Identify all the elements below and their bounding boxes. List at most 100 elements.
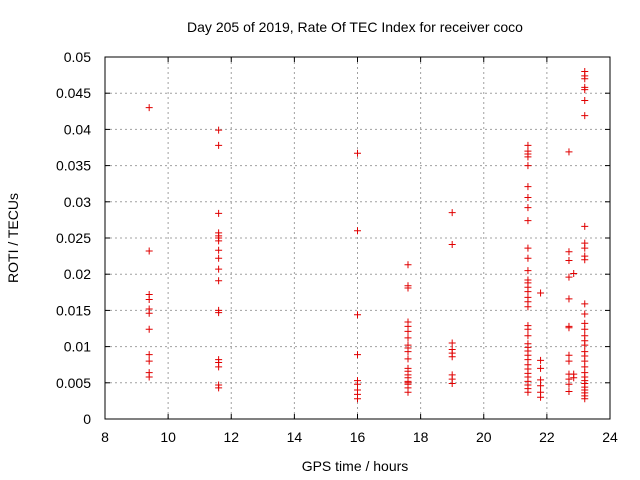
data-point bbox=[404, 334, 412, 342]
data-point bbox=[524, 332, 532, 340]
data-point bbox=[581, 395, 589, 403]
data-point bbox=[354, 227, 361, 235]
data-point bbox=[448, 380, 456, 388]
data-point bbox=[354, 149, 361, 157]
data-point bbox=[581, 222, 589, 230]
axis-ticks: 8 10 12 14 16 18 20 22 24 0 0.005 0.01 0.015 0.02 0.02… bbox=[56, 49, 618, 445]
data-point bbox=[524, 303, 532, 311]
data-point bbox=[215, 141, 223, 149]
data-point bbox=[524, 388, 532, 396]
x-axis-label: GPS time / hours bbox=[302, 458, 409, 474]
x-tick-label: 10 bbox=[160, 429, 176, 445]
y-tick-label: 0.03 bbox=[64, 194, 91, 210]
data-point bbox=[524, 193, 532, 201]
data-point bbox=[404, 388, 412, 396]
x-tick-label: 16 bbox=[350, 429, 366, 445]
data-point bbox=[581, 112, 589, 120]
data-point bbox=[404, 261, 412, 269]
y-tick-label: 0.025 bbox=[56, 230, 91, 246]
data-point bbox=[524, 244, 532, 252]
y-tick-label: 0.04 bbox=[64, 121, 91, 137]
data-point bbox=[537, 364, 545, 372]
data-point bbox=[581, 244, 589, 252]
data-point bbox=[581, 256, 589, 264]
data-point bbox=[524, 217, 532, 225]
data-point bbox=[524, 254, 532, 262]
data-point bbox=[145, 373, 153, 381]
data-point bbox=[404, 327, 412, 335]
data-point bbox=[537, 356, 545, 364]
data-point bbox=[448, 353, 456, 361]
data-point bbox=[524, 325, 532, 333]
data-point bbox=[145, 296, 153, 304]
x-tick-label: 18 bbox=[413, 429, 429, 445]
data-point bbox=[581, 86, 589, 94]
data-point bbox=[537, 393, 545, 401]
data-point bbox=[581, 310, 589, 318]
data-point bbox=[524, 162, 532, 170]
data-points bbox=[145, 67, 589, 403]
x-tick-label: 22 bbox=[539, 429, 555, 445]
y-tick-label: 0.01 bbox=[64, 339, 91, 355]
x-tick-label: 20 bbox=[476, 429, 492, 445]
data-point bbox=[448, 209, 456, 217]
data-point bbox=[537, 289, 545, 297]
data-point bbox=[215, 363, 223, 371]
data-point bbox=[215, 237, 223, 245]
data-point bbox=[565, 273, 573, 281]
y-tick-label: 0.045 bbox=[56, 85, 91, 101]
data-point bbox=[145, 247, 153, 255]
data-point bbox=[565, 324, 573, 332]
data-point bbox=[565, 295, 573, 303]
grid-lines bbox=[105, 57, 610, 419]
data-point bbox=[215, 309, 223, 317]
y-tick-label: 0.02 bbox=[64, 266, 91, 282]
data-point bbox=[215, 265, 223, 273]
data-point bbox=[581, 75, 589, 83]
data-point bbox=[354, 395, 361, 403]
data-point bbox=[581, 325, 589, 333]
data-point bbox=[565, 357, 573, 365]
data-point bbox=[581, 341, 589, 349]
data-point bbox=[215, 209, 223, 217]
y-tick-label: 0.005 bbox=[56, 375, 91, 391]
data-point bbox=[524, 204, 532, 212]
data-point bbox=[565, 380, 573, 388]
data-point bbox=[570, 269, 578, 277]
data-point bbox=[145, 104, 153, 112]
data-point bbox=[404, 284, 412, 292]
data-point bbox=[581, 96, 589, 104]
y-tick-label: 0.015 bbox=[56, 302, 91, 318]
y-tick-label: 0.035 bbox=[56, 158, 91, 174]
chart-title: Day 205 of 2019, Rate Of TEC Index for r… bbox=[187, 19, 523, 35]
data-point bbox=[448, 241, 456, 249]
data-point bbox=[145, 309, 153, 317]
data-point bbox=[565, 148, 573, 156]
data-point bbox=[524, 267, 532, 275]
data-point bbox=[404, 355, 412, 363]
data-point bbox=[354, 351, 361, 359]
x-tick-label: 14 bbox=[287, 429, 303, 445]
data-point bbox=[215, 246, 223, 254]
data-point bbox=[215, 277, 223, 285]
data-point bbox=[565, 387, 573, 395]
data-point bbox=[215, 384, 223, 392]
y-tick-label: 0.05 bbox=[64, 49, 91, 65]
data-point bbox=[404, 348, 412, 356]
data-point bbox=[524, 183, 532, 191]
x-tick-label: 8 bbox=[101, 429, 109, 445]
data-point bbox=[581, 300, 589, 308]
data-point bbox=[215, 126, 223, 134]
data-point bbox=[524, 153, 532, 161]
data-point bbox=[145, 357, 153, 365]
data-point bbox=[354, 311, 361, 319]
data-point bbox=[570, 374, 578, 382]
data-point bbox=[145, 325, 153, 333]
y-tick-label: 0 bbox=[83, 411, 91, 427]
x-tick-label: 12 bbox=[223, 429, 239, 445]
data-point bbox=[215, 254, 223, 262]
data-point bbox=[145, 351, 153, 359]
data-point bbox=[565, 248, 573, 256]
data-point bbox=[537, 382, 545, 390]
